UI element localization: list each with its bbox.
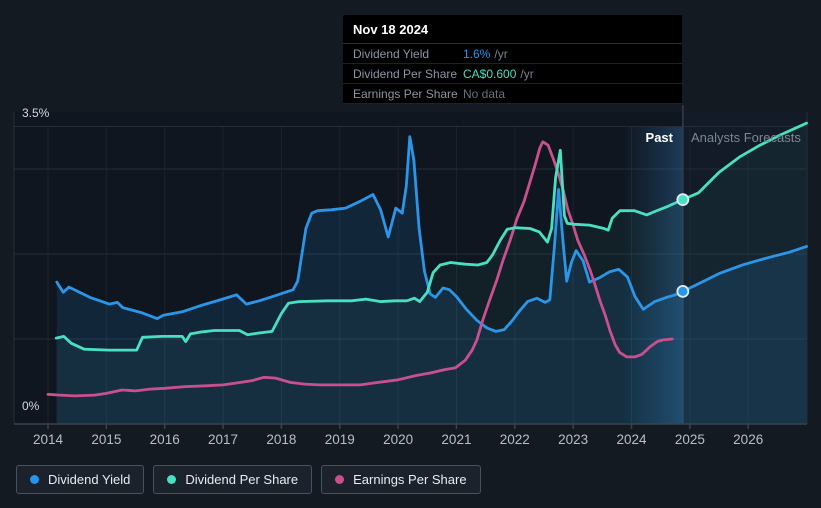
y-axis-min-label: 0% <box>22 399 40 413</box>
svg-text:2019: 2019 <box>325 432 355 447</box>
dividend-per-share-unit: /yr <box>520 66 534 81</box>
svg-text:2022: 2022 <box>500 432 530 447</box>
legend-dividend-per-share[interactable]: Dividend Per Share <box>153 465 313 494</box>
forecast-period-label: Analysts Forecasts <box>691 130 801 145</box>
svg-text:2016: 2016 <box>150 432 180 447</box>
dividend-per-share-swatch-icon <box>167 475 177 484</box>
legend-dividend-yield-label: Dividend Yield <box>48 472 131 487</box>
dividend-yield-value: 1.6% <box>463 46 491 61</box>
earnings-per-share-label: Earnings Per Share <box>353 86 458 101</box>
chart-tooltip: Nov 18 2024 Dividend Yield 1.6% /yr Divi… <box>343 15 682 104</box>
past-period-label: Past <box>645 130 673 145</box>
dividend-per-share-value: CA$0.600 <box>463 66 517 81</box>
svg-text:2015: 2015 <box>91 432 121 447</box>
tooltip-row-dividend-per-share: Dividend Per Share CA$0.600 /yr <box>343 64 682 84</box>
svg-text:2020: 2020 <box>383 432 413 447</box>
dividend-yield-unit: /yr <box>494 46 508 61</box>
tooltip-date: Nov 18 2024 <box>343 15 682 44</box>
svg-text:2014: 2014 <box>33 432 64 447</box>
dividend-per-share-label: Dividend Per Share <box>353 66 458 81</box>
legend-dividend-per-share-label: Dividend Per Share <box>185 472 299 487</box>
chart-legend: Dividend Yield Dividend Per Share Earnin… <box>16 465 481 494</box>
earnings-per-share-value: No data <box>463 86 506 101</box>
tooltip-row-dividend-yield: Dividend Yield 1.6% /yr <box>343 44 682 64</box>
legend-earnings-per-share-label: Earnings Per Share <box>353 472 467 487</box>
svg-text:2024: 2024 <box>616 432 647 447</box>
svg-text:2021: 2021 <box>441 432 471 447</box>
legend-earnings-per-share[interactable]: Earnings Per Share <box>321 465 481 494</box>
svg-text:2025: 2025 <box>675 432 705 447</box>
earnings-per-share-swatch-icon <box>335 475 345 484</box>
dividend-yield-swatch-icon <box>30 475 39 484</box>
legend-dividend-yield[interactable]: Dividend Yield <box>16 465 145 494</box>
svg-text:2023: 2023 <box>558 432 588 447</box>
dividend-yield-label: Dividend Yield <box>353 46 430 61</box>
y-axis-max-label: 3.5% <box>22 106 50 120</box>
svg-text:2026: 2026 <box>733 432 763 447</box>
svg-text:2017: 2017 <box>208 432 238 447</box>
tooltip-row-earnings-per-share: Earnings Per Share No data <box>343 84 682 104</box>
svg-text:2018: 2018 <box>266 432 296 447</box>
